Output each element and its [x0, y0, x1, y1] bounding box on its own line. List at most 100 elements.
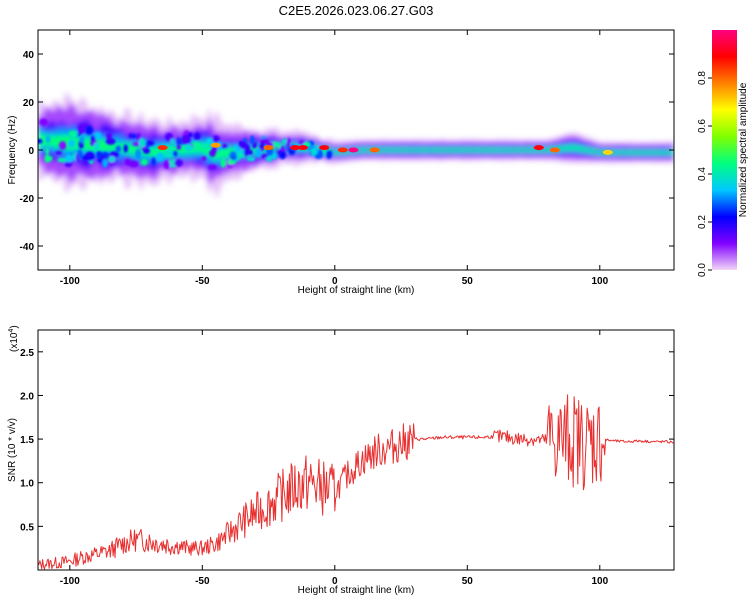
spectrogram-speckle	[207, 164, 217, 170]
spectrogram-speckle	[201, 156, 207, 162]
spectrogram-y-tick-label: 0	[28, 146, 34, 157]
snr-y-tick-label: 1.5	[20, 435, 34, 446]
spectrogram-speckle	[212, 135, 220, 144]
spectrogram-x-tick-label: 100	[591, 276, 608, 287]
spectrogram-speckle	[85, 151, 95, 162]
spectrogram-speckle	[55, 150, 63, 155]
spectrogram-y-axis-label: Frequency (Hz)	[7, 116, 18, 185]
spectrogram-speckle	[138, 138, 146, 148]
snr-x-axis-label: Height of straight line (km)	[298, 585, 415, 596]
spectrogram-speckle	[45, 155, 53, 162]
spectrogram-speckle	[81, 155, 88, 161]
colorbar-label: Normalized spectral amplitude	[738, 82, 749, 217]
spectrogram-hotspot	[157, 145, 168, 151]
spectrogram-speckle	[135, 148, 142, 159]
spectrogram-speckle	[68, 139, 76, 148]
spectrogram-speckle	[165, 132, 174, 142]
spectrogram-y-tick-label: -40	[20, 242, 35, 253]
spectrogram-speckle	[77, 151, 83, 160]
spectrogram-hotspot	[290, 145, 301, 151]
spectrogram-speckle	[93, 142, 100, 150]
spectrogram-speckle	[250, 135, 255, 145]
spectrogram-speckle	[255, 148, 262, 158]
snr-multiplier-base: (x10	[9, 332, 20, 352]
spectrogram-speckle	[209, 149, 216, 157]
spectrogram-speckle	[170, 138, 175, 145]
spectrogram-speckle	[188, 132, 193, 138]
spectrogram-speckle	[220, 158, 226, 168]
spectrogram-x-tick-label: 0	[332, 276, 338, 287]
snr-x-tick-label: -50	[195, 576, 210, 587]
snr-x-tick-label: 100	[591, 576, 608, 587]
spectrogram-speckle	[176, 145, 182, 150]
spectrogram-speckle	[156, 152, 164, 162]
spectrogram-speckle	[106, 132, 113, 140]
spectrogram-hotspot	[337, 147, 348, 153]
spectrogram-x-tick-label: 50	[462, 276, 474, 287]
spectrogram-speckle	[58, 141, 67, 150]
spectrogram-speckle	[68, 130, 78, 138]
spectrogram-speckle	[227, 160, 237, 165]
snr-y-ticks: 0.5 1.0 1.5 2.0 2.5	[20, 348, 674, 533]
colorbar-tick-label: 0.4	[697, 167, 708, 181]
spectrogram-speckle	[172, 150, 178, 157]
spectrogram-panel: -100 -50 0 50 100 40 20 0 -20 -40 Height of stra…	[7, 29, 675, 296]
colorbar: 0.0 0.2 0.4 0.6 0.8 Normalized spectral ampl…	[697, 30, 749, 277]
spectrogram-hotspot	[369, 147, 380, 153]
spectrogram-speckle	[193, 132, 201, 141]
spectrogram-speckle	[45, 147, 50, 155]
snr-panel: -100 -50 0 50 100 0.5 1.0 1.5 2.0 2.5 Height of …	[7, 325, 675, 596]
spectrogram-hotspot	[210, 142, 221, 148]
spectrogram-speckle	[272, 152, 277, 160]
spectrogram-speckle	[96, 150, 102, 159]
snr-frame	[37, 329, 675, 571]
spectrogram-x-tick-label: -100	[60, 276, 80, 287]
spectrogram-hotspot	[319, 145, 330, 151]
spectrogram-speckle	[57, 157, 68, 163]
spectrogram-speckle	[115, 145, 122, 153]
colorbar-tick-label: 0.8	[697, 71, 708, 85]
snr-y-tick-label: 0.5	[20, 522, 34, 533]
spectrogram-speckle	[64, 154, 74, 163]
spectrogram-speckle	[85, 125, 94, 135]
snr-multiplier: (x104)	[8, 325, 20, 352]
snr-multiplier-close: )	[9, 325, 20, 328]
spectrogram-heat-layer	[38, 91, 674, 200]
spectrogram-speckle	[38, 138, 43, 144]
spectrogram-speckle	[246, 156, 256, 162]
spectrogram-speckle	[102, 158, 108, 168]
snr-y-tick-label: 1.0	[20, 479, 34, 490]
spectrogram-speckle	[237, 140, 248, 149]
spectrogram-hotspot	[533, 145, 544, 151]
snr-x-tick-label: 50	[462, 576, 474, 587]
spectrogram-y-tick-label: 20	[23, 98, 35, 109]
spectrogram-speckle	[181, 134, 191, 145]
colorbar-gradient	[712, 30, 737, 270]
spectrogram-speckle	[108, 156, 116, 163]
snr-y-tick-label: 2.5	[20, 348, 34, 359]
spectrogram-speckle	[143, 148, 150, 154]
spectrogram-hotspot	[263, 145, 274, 151]
spectrogram-speckle	[279, 151, 287, 160]
spectrogram-y-ticks: 40 20 0 -20 -40	[20, 50, 674, 253]
snr-x-tick-label: -100	[60, 576, 80, 587]
spectrogram-speckle	[94, 132, 102, 139]
spectrogram-speckle	[80, 136, 85, 144]
spectrogram-speckle	[140, 159, 148, 166]
spectrogram-speckle	[174, 159, 184, 167]
snr-line	[38, 394, 674, 570]
spectrogram-speckle	[192, 141, 201, 152]
spectrogram-speckle	[184, 144, 193, 152]
colorbar-tick-label: 0.2	[697, 215, 708, 229]
spectrogram-speckle	[201, 142, 211, 150]
spectrogram-speckle	[77, 123, 86, 134]
spectrogram-speckle	[39, 118, 48, 126]
snr-y-tick-label: 2.0	[20, 391, 34, 402]
snr-multiplier-text: (x104)	[8, 325, 20, 352]
spectrogram-speckle	[123, 144, 128, 153]
spectrogram-speckle	[219, 143, 228, 148]
spectrogram-hotspot	[602, 149, 613, 155]
snr-x-ticks: -100 -50 0 50 100	[60, 330, 609, 587]
spectrogram-speckle	[128, 160, 139, 168]
